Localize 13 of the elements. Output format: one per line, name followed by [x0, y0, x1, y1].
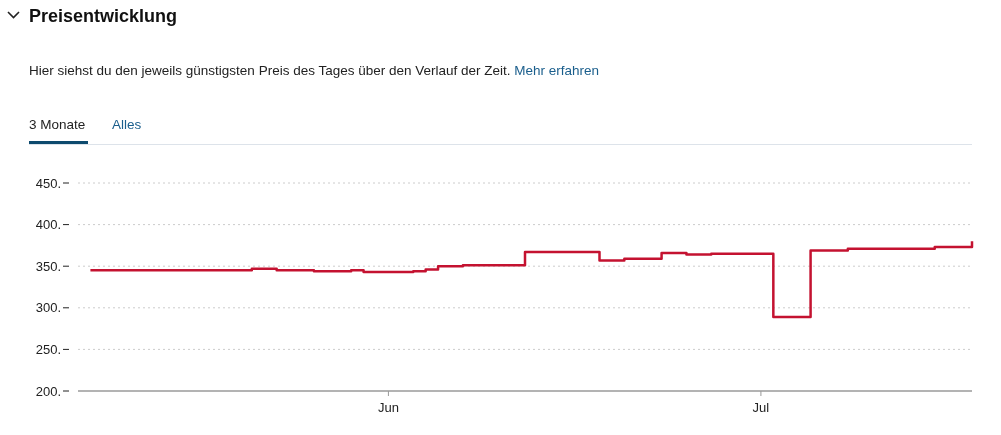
y-tick-label: 450.	[35, 175, 61, 191]
x-tick-label: Jun	[377, 400, 399, 415]
chart-subtitle: Hier siehst du den jeweils günstigsten Preis des Tages über den Verlauf der Zeit.	[29, 63, 511, 78]
text: 3 Monate	[29, 117, 86, 132]
text: Alles	[112, 117, 142, 132]
y-tick-label: 400.	[35, 217, 61, 233]
x-tick-label: Jul	[752, 400, 770, 415]
y-tick-label: 350.	[35, 258, 61, 274]
y-tick-label: 200.	[35, 383, 61, 399]
y-tick-label: 300.	[35, 300, 61, 316]
text: Mehr erfahren	[510, 63, 600, 78]
chart-title: Preisentwicklung	[29, 6, 178, 26]
y-tick-label: 250.	[35, 341, 61, 357]
